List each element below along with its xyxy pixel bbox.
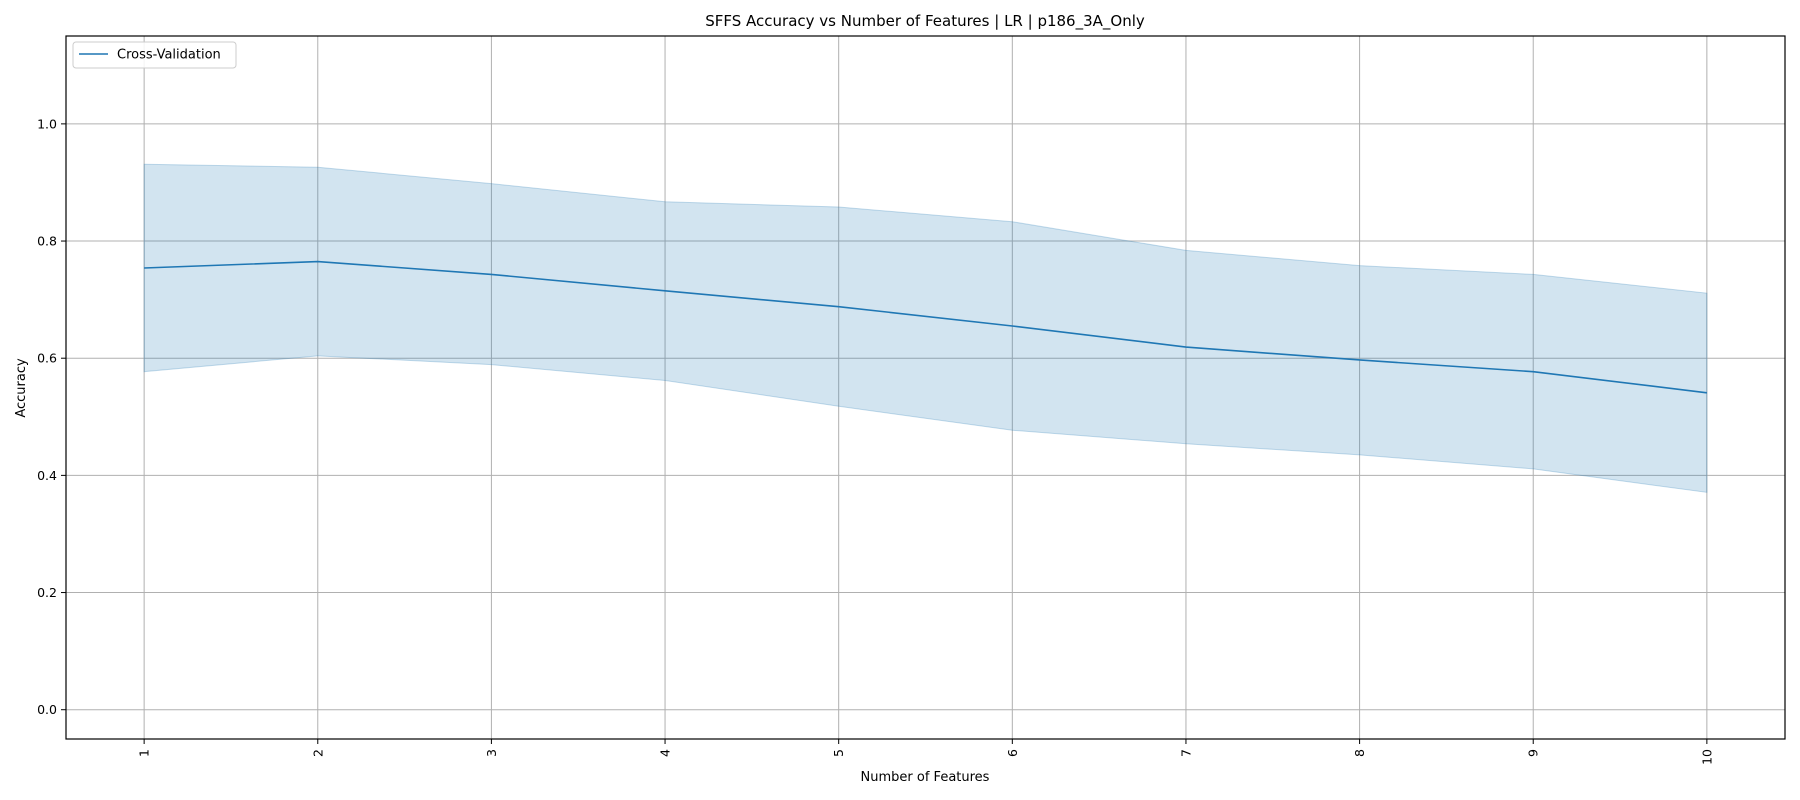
y-tick-label: 1.0	[37, 116, 57, 131]
confidence-band	[143, 163, 1708, 493]
x-tick-label: 3	[484, 749, 499, 757]
y-tick-label: 0.4	[37, 468, 57, 483]
y-axis-label: Accuracy	[14, 358, 29, 418]
series-line	[144, 260, 1707, 394]
y-tick-label: 0.8	[37, 234, 57, 249]
legend: Cross-Validation	[72, 41, 237, 69]
x-tick-label: 5	[831, 749, 846, 757]
legend-label: Cross-Validation	[117, 48, 221, 63]
y-tick-label: 0.0	[37, 702, 57, 717]
grid	[66, 36, 1785, 739]
x-tick-label: 6	[1005, 749, 1020, 757]
chart-title: SFFS Accuracy vs Number of Features | LR…	[705, 12, 1145, 31]
data-point	[1705, 391, 1708, 394]
x-tick-label: 1	[137, 749, 152, 757]
data-point	[316, 260, 319, 263]
x-tick-label: 10	[1699, 749, 1714, 765]
data-point	[1184, 346, 1187, 349]
plot-frame	[65, 35, 1786, 740]
data-point	[143, 266, 146, 269]
x-tick-label: 8	[1352, 749, 1367, 757]
data-point	[837, 305, 840, 308]
data-point	[490, 273, 493, 276]
x-tick-label: 7	[1178, 749, 1193, 757]
legend-box	[72, 41, 237, 69]
x-axis-label: Number of Features	[861, 770, 990, 785]
data-point	[1358, 358, 1361, 361]
confidence-band-layer	[143, 163, 1708, 493]
ticks: 1 2 3 4 5 6 7 8 9 10 0.0 0.2 0.4 0.6 0.8 1.0	[37, 116, 1714, 765]
y-tick-label: 0.6	[37, 351, 57, 366]
x-tick-label: 4	[658, 749, 673, 757]
y-tick-label: 0.2	[37, 585, 57, 600]
data-point	[1011, 324, 1014, 327]
x-tick-label: 9	[1526, 749, 1541, 757]
series-line-layer	[143, 260, 1708, 394]
data-point	[664, 289, 667, 292]
data-point	[1532, 370, 1535, 373]
x-tick-label: 2	[310, 749, 325, 757]
